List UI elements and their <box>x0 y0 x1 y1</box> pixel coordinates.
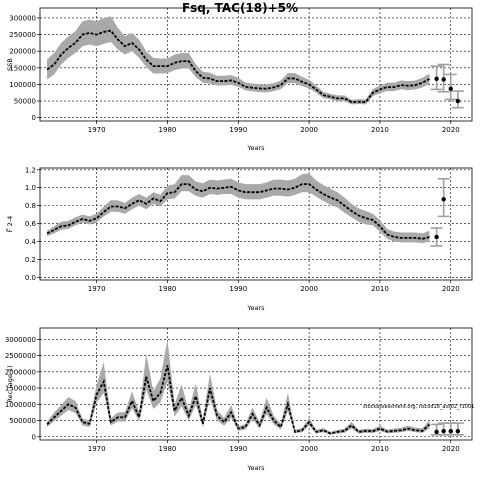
x-tick-label: 2020 <box>442 126 460 134</box>
y-tick-label: 1000000 <box>5 401 36 409</box>
estimate-line <box>46 29 430 103</box>
y-tick-label: 3000000 <box>5 336 36 344</box>
y-tick-label: 150000 <box>9 64 36 72</box>
x-axis-label: Years <box>246 464 265 472</box>
forecast-point <box>434 76 439 81</box>
estimate-line <box>46 183 430 240</box>
forecast-point <box>448 86 453 91</box>
y-tick-label: 50000 <box>14 98 36 106</box>
y-tick-label: 300000 <box>9 14 36 22</box>
fbar-panel: 1970 1980 1990 2000 2010 2020 0.0 0.2 0.4 0.6 0.8 1… <box>5 166 473 312</box>
forecast-point <box>434 234 439 240</box>
y-axis-label: Rec (age 1) <box>6 365 14 402</box>
y-tick-label: 1500000 <box>5 385 36 393</box>
x-tick-label: 2020 <box>442 285 460 293</box>
x-tick-label: 1970 <box>88 445 106 453</box>
x-tick-label: 1970 <box>88 285 106 293</box>
x-tick-label: 1980 <box>159 126 177 134</box>
y-tick-label: 0 <box>32 433 36 441</box>
confidence-band <box>47 173 430 244</box>
y-tick-label: 0.6 <box>25 220 37 228</box>
y-tick-label: 500000 <box>9 417 36 425</box>
x-tick-label: 1970 <box>88 126 106 134</box>
estimate-line <box>46 365 431 435</box>
forecast-point <box>434 429 439 435</box>
forecast-point <box>441 429 446 434</box>
y-tick-label: 0.4 <box>25 238 37 246</box>
x-tick-label: 2000 <box>300 126 318 134</box>
plot-frame <box>39 7 473 122</box>
x-tick-label: 1980 <box>159 445 177 453</box>
y-tick-label: 0.8 <box>25 202 36 210</box>
plot-frame <box>39 327 473 441</box>
x-tick-label: 1990 <box>229 126 247 134</box>
y-tick-label: 0 <box>32 114 36 122</box>
x-tick-label: 2010 <box>371 126 389 134</box>
forecast-point <box>448 429 453 434</box>
x-tick-label: 1980 <box>159 285 177 293</box>
confidence-band <box>47 16 430 105</box>
x-tick-label: 2000 <box>300 445 318 453</box>
forecast-point <box>441 197 446 202</box>
forecast-point <box>455 429 461 434</box>
y-tick-label: 2500000 <box>5 352 36 360</box>
x-tick-label: 1990 <box>229 285 247 293</box>
x-tick-label: 2000 <box>300 285 318 293</box>
y-tick-label: 250000 <box>9 31 36 39</box>
y-axis-label: SSB <box>6 58 14 71</box>
y-tick-label: 200000 <box>9 48 36 56</box>
watermark: stockassessment.org, nscod18_ass02_r1001 <box>363 404 474 410</box>
y-tick-label: 0.0 <box>25 274 36 282</box>
confidence-band <box>47 339 430 435</box>
x-axis-label: Years <box>246 304 265 312</box>
forecast-point <box>455 98 461 104</box>
x-tick-label: 2010 <box>371 445 389 453</box>
x-tick-label: 1990 <box>229 445 247 453</box>
y-tick-label: 1.0 <box>25 184 36 192</box>
y-tick-label: 2000000 <box>5 368 36 376</box>
plot-frame <box>39 167 473 281</box>
y-tick-label: 100000 <box>9 81 36 89</box>
recruitment-panel: 1970 1980 1990 2000 2010 2020 0 500000 1000000 15… <box>5 327 473 472</box>
x-tick-label: 2010 <box>371 285 389 293</box>
y-tick-label: 0.2 <box>25 256 36 264</box>
x-axis-label: Years <box>246 144 265 152</box>
x-tick-label: 2020 <box>442 445 460 453</box>
y-tick-label: 1.2 <box>25 166 36 174</box>
y-axis-label: F̅ 2-4 <box>5 216 14 233</box>
ssb-panel: 1970 1980 1990 2000 2010 2020 0 50000 100000 1500… <box>6 7 473 152</box>
forecast-point <box>441 77 446 82</box>
